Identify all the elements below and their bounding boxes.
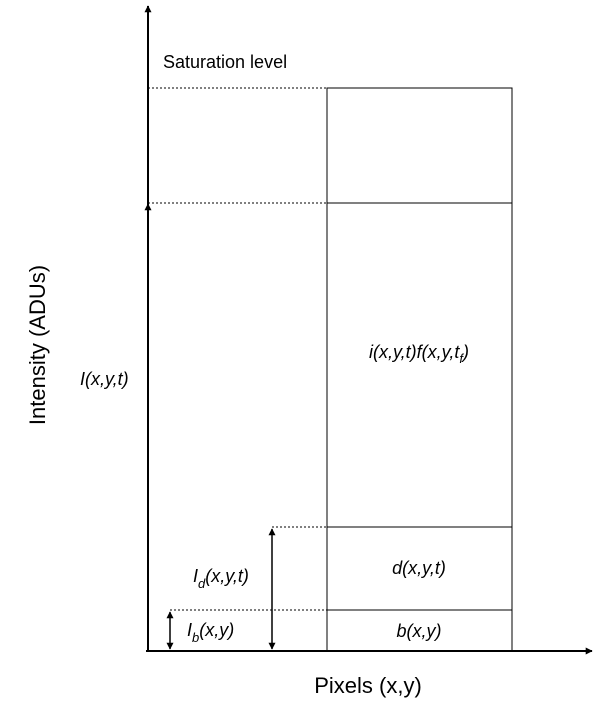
bias-total-sub: b <box>192 630 199 645</box>
bias-total-base: I <box>187 620 192 640</box>
signal-pre: i(x,y,t)f(x,y,t <box>369 342 460 362</box>
bias-total-rest: (x,y) <box>199 620 234 640</box>
y-axis-label: Intensity (ADUs) <box>25 265 50 425</box>
signal-sub: f <box>459 351 464 366</box>
dark-total-label: Id(x,y,t) <box>193 566 249 591</box>
dark-segment-label: d(x,y,t) <box>392 558 446 578</box>
signal-segment-label: i(x,y,t)f(x,y,tf) <box>369 342 469 366</box>
pixel-column <box>326 87 513 652</box>
total-intensity-label: I(x,y,t) <box>80 369 129 389</box>
bias-total-label: Ib(x,y) <box>187 620 234 645</box>
x-axis-label: Pixels (x,y) <box>314 673 422 698</box>
signal-post: ) <box>461 342 469 362</box>
dark-total-sub: d <box>198 576 206 591</box>
bias-segment-label: b(x,y) <box>397 621 442 641</box>
dark-total-rest: (x,y,t) <box>205 566 249 586</box>
saturation-label: Saturation level <box>163 52 287 72</box>
dark-total-base: I <box>193 566 198 586</box>
